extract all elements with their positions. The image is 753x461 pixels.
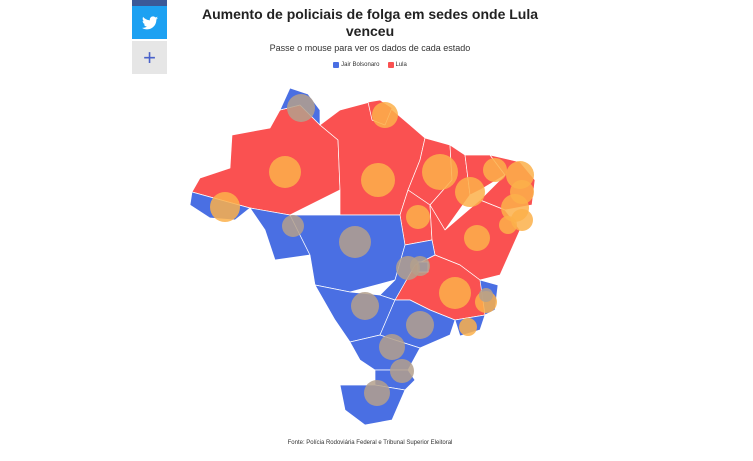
- plus-icon: +: [143, 44, 156, 70]
- twitter-share-button[interactable]: [132, 6, 167, 39]
- more-share-button[interactable]: +: [132, 41, 167, 74]
- chart-title: Aumento de policiais de folga em sedes o…: [201, 6, 539, 39]
- bubble-ro[interactable]: [282, 215, 304, 237]
- bubble-sc[interactable]: [390, 359, 414, 383]
- bubble-se[interactable]: [499, 216, 517, 234]
- bubble-ma[interactable]: [422, 154, 458, 190]
- state-ro[interactable]: [249, 207, 311, 261]
- legend-swatch-bolsonaro: [333, 62, 340, 68]
- bubbles-lula: [210, 102, 534, 336]
- bubble-pa[interactable]: [361, 163, 395, 197]
- source-note: Fonte: Polícia Rodoviária Federal e Trib…: [287, 440, 453, 446]
- legend-swatch-lula: [387, 62, 394, 68]
- bubbles-bolsonaro: [282, 94, 493, 406]
- bubble-ac[interactable]: [210, 192, 240, 222]
- bubble-pr[interactable]: [379, 334, 405, 360]
- bubble-mt[interactable]: [339, 226, 371, 258]
- legend-item-bolsonaro[interactable]: Jair Bolsonaro: [333, 62, 380, 68]
- bubble-df[interactable]: [410, 256, 430, 276]
- bubble-mg[interactable]: [439, 277, 471, 309]
- bubble-ce[interactable]: [483, 158, 507, 182]
- facebook-share-strip[interactable]: [132, 0, 167, 6]
- brazil-map: [189, 87, 536, 426]
- legend-item-lula[interactable]: Lula: [387, 62, 407, 68]
- legend-label-bolsonaro: Jair Bolsonaro: [341, 62, 380, 68]
- bubble-am[interactable]: [269, 156, 301, 188]
- bubble-ms[interactable]: [351, 292, 379, 320]
- bubble-pi[interactable]: [455, 177, 485, 207]
- bubble-rr[interactable]: [287, 94, 315, 122]
- legend-label-lula: Lula: [395, 62, 407, 68]
- bubble-rs[interactable]: [364, 380, 390, 406]
- chart-subtitle: Passe o mouse para ver os dados de cada …: [269, 43, 471, 53]
- bubble-ap[interactable]: [372, 102, 398, 128]
- bubble-es[interactable]: [479, 288, 493, 302]
- bubble-ba[interactable]: [464, 225, 490, 251]
- bubble-sp[interactable]: [406, 311, 434, 339]
- bubble-es-2[interactable]: [459, 318, 477, 336]
- legend: Jair Bolsonaro Lula: [190, 62, 550, 68]
- twitter-icon: [141, 15, 158, 29]
- share-bar: +: [132, 0, 167, 76]
- bubble-to[interactable]: [406, 205, 430, 229]
